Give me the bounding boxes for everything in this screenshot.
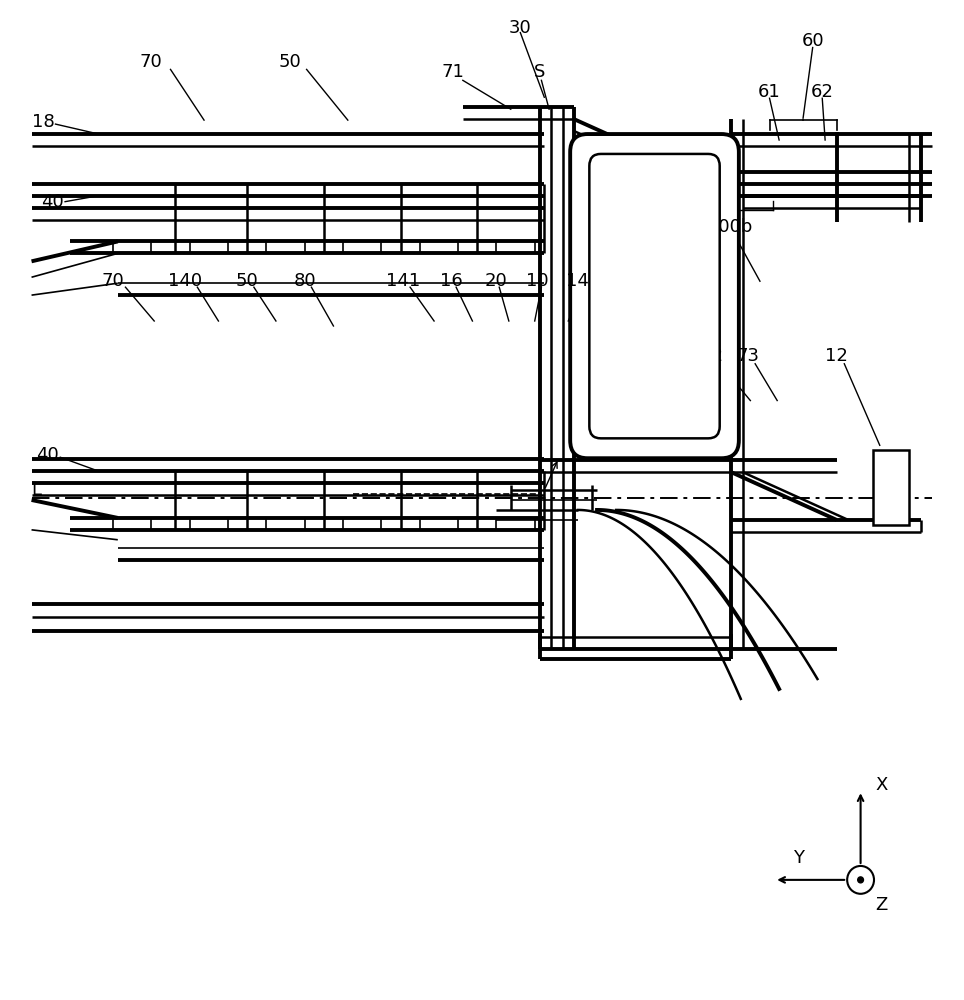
Text: 18: 18	[32, 113, 54, 131]
Text: 73: 73	[736, 347, 760, 365]
Bar	[873, 450, 909, 525]
Text: Z: Z	[875, 896, 888, 914]
Text: 50: 50	[279, 53, 302, 71]
FancyBboxPatch shape	[589, 154, 720, 438]
Text: 100: 100	[652, 193, 685, 211]
FancyBboxPatch shape	[570, 134, 738, 458]
Text: 10: 10	[526, 272, 549, 290]
Text: Y: Y	[792, 849, 804, 867]
Text: 61: 61	[758, 83, 781, 101]
Text: 30: 30	[509, 19, 532, 37]
Text: 40: 40	[41, 193, 64, 211]
Circle shape	[858, 877, 864, 883]
Text: 141: 141	[387, 272, 420, 290]
Text: L: L	[32, 481, 41, 499]
Text: 100a: 100a	[647, 218, 691, 236]
Text: 70: 70	[101, 272, 124, 290]
Text: 14: 14	[567, 272, 589, 290]
Text: 70: 70	[140, 53, 163, 71]
Text: 16: 16	[440, 272, 463, 290]
Text: 80: 80	[293, 272, 316, 290]
Text: 72: 72	[701, 347, 724, 365]
Text: 40: 40	[37, 446, 59, 464]
Text: 50: 50	[236, 272, 258, 290]
Text: 20: 20	[485, 272, 508, 290]
Text: 62: 62	[811, 83, 834, 101]
Text: S: S	[534, 63, 546, 81]
Text: 140: 140	[168, 272, 201, 290]
Text: 12: 12	[825, 347, 848, 365]
Text: 100b: 100b	[707, 218, 752, 236]
Text: 71: 71	[442, 63, 465, 81]
Text: 60: 60	[801, 32, 824, 50]
Text: 100c: 100c	[590, 218, 633, 236]
Text: X: X	[875, 776, 888, 794]
